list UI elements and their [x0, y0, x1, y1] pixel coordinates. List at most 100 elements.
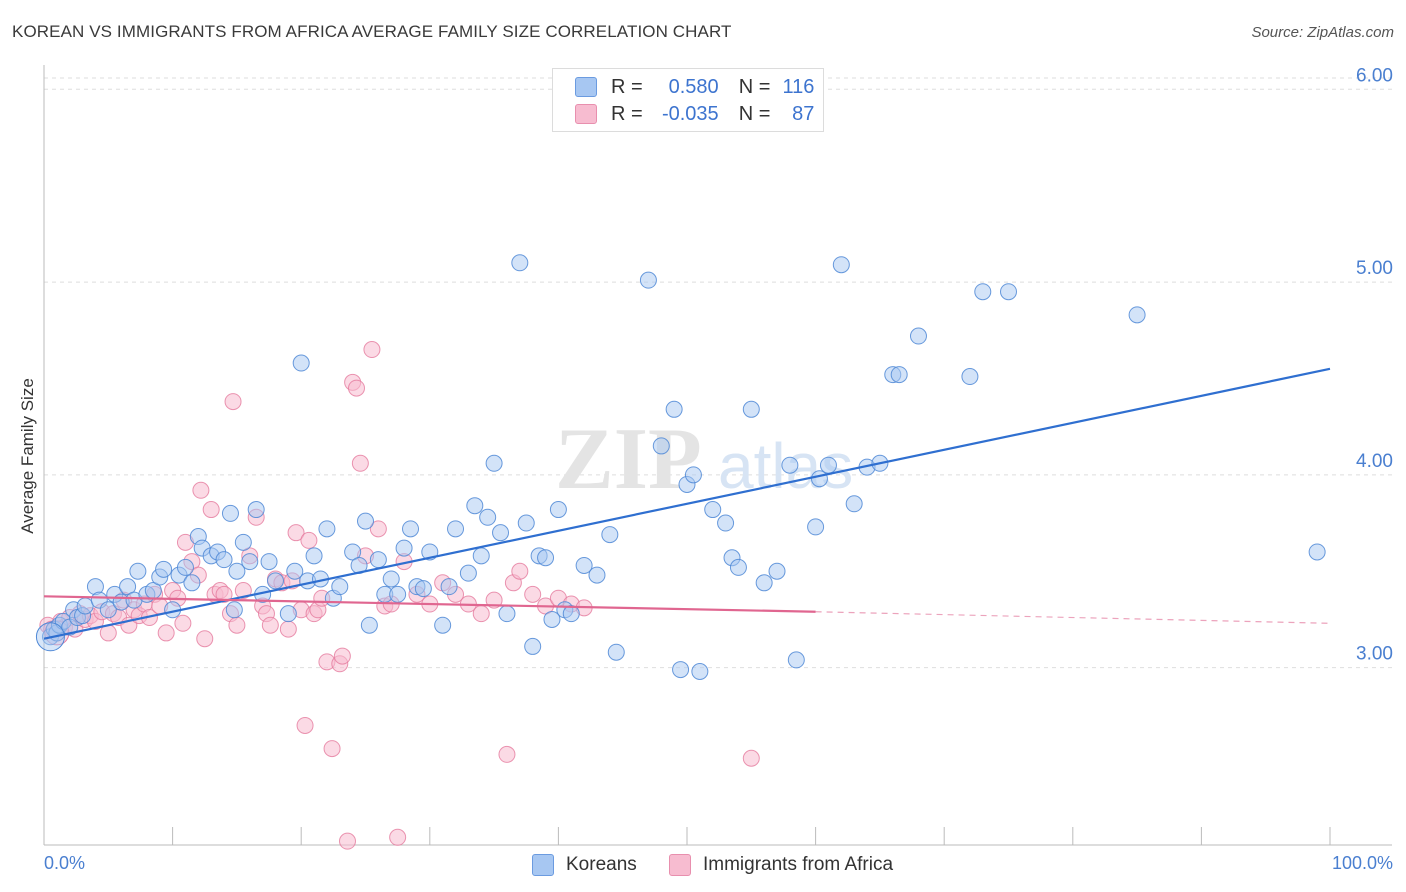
korean-point — [485, 454, 503, 472]
korean-point — [832, 256, 850, 274]
korean-point — [810, 470, 828, 488]
korean-point — [768, 562, 786, 580]
y-tick-label: 5.00 — [1356, 258, 1393, 279]
africa-point — [196, 630, 214, 648]
korean-point — [639, 271, 657, 289]
korean-point — [382, 570, 400, 588]
korean-point — [402, 520, 420, 538]
x-tick-labels: 0.0% 100.0% — [44, 853, 1393, 873]
korean-point — [890, 366, 908, 384]
korean-point — [717, 514, 735, 532]
korean-point — [961, 368, 979, 386]
korean-point — [479, 508, 497, 526]
korean-point — [652, 437, 670, 455]
africa-point — [215, 585, 233, 603]
korean-trend-line — [43, 367, 1331, 640]
legend-n-label: N = — [738, 102, 771, 125]
legend-row-africa: R = -0.035 N = 87 — [575, 101, 814, 127]
legend-swatch-koreans — [575, 77, 597, 97]
africa-point — [202, 501, 220, 519]
africa-trend-line — [43, 595, 816, 613]
korean-point — [266, 572, 284, 590]
watermark-zip: ZIP — [555, 411, 702, 508]
bottom-legend-swatch-africa — [669, 854, 691, 876]
legend-r-value: -0.035 — [661, 102, 719, 125]
korean-point — [176, 558, 194, 576]
korean-point — [672, 661, 690, 679]
korean-point — [517, 514, 535, 532]
korean-point — [331, 578, 349, 596]
y-tick-label: 6.00 — [1356, 65, 1393, 86]
africa-point — [224, 393, 242, 411]
korean-point — [155, 560, 173, 578]
korean-point — [607, 643, 625, 661]
y-axis-title: Average Family Size — [18, 378, 37, 534]
korean-point — [665, 400, 683, 418]
korean-point — [511, 254, 529, 272]
korean-point — [562, 605, 580, 623]
korean-point — [318, 520, 336, 538]
korean-point — [369, 551, 387, 569]
korean-point — [1128, 306, 1146, 324]
korean-point — [575, 556, 593, 574]
korean-point — [787, 651, 805, 669]
korean-point — [492, 524, 510, 542]
axes — [43, 65, 1392, 846]
africa-point — [742, 749, 760, 767]
korean-point — [389, 585, 407, 603]
africa-point — [389, 828, 407, 846]
legend-swatch-africa — [575, 104, 597, 124]
y-tick-label: 3.00 — [1356, 644, 1393, 665]
korean-point — [691, 662, 709, 680]
africa-point — [228, 616, 246, 634]
korean-point — [129, 562, 147, 580]
bottom-legend-label-africa: Immigrants from Africa — [703, 854, 894, 875]
chart-title: KOREAN VS IMMIGRANTS FROM AFRICA AVERAGE… — [12, 22, 732, 41]
korean-point — [909, 327, 927, 345]
korean-point — [729, 558, 747, 576]
africa-point — [174, 614, 192, 632]
korean-point — [76, 597, 94, 615]
korean-point — [1308, 543, 1326, 561]
korean-point — [260, 553, 278, 571]
africa-point — [369, 520, 387, 538]
grid-lines — [44, 77, 1392, 669]
bottom-legend-africa: Immigrants from Africa — [669, 851, 893, 879]
africa-point — [323, 740, 341, 758]
legend-r-label: R = — [611, 75, 643, 98]
korean-point — [221, 504, 239, 522]
korean-point — [807, 518, 825, 536]
africa-point — [363, 341, 381, 359]
korean-point — [845, 495, 863, 513]
korean-point — [704, 501, 722, 519]
x-tick-label: 0.0% — [44, 853, 85, 873]
korean-point — [974, 283, 992, 301]
africa-point — [234, 582, 252, 600]
legend-row-koreans: R = 0.580 N = 116 — [575, 74, 814, 100]
legend-r-label: R = — [611, 102, 643, 125]
korean-point — [755, 574, 773, 592]
korean-point — [781, 456, 799, 474]
korean-point — [601, 526, 619, 544]
korean-point — [524, 637, 542, 655]
korean-point — [414, 580, 432, 598]
africa-point — [279, 620, 297, 638]
korean-point — [357, 512, 374, 530]
korean-point — [447, 520, 465, 538]
africa-point — [157, 624, 175, 642]
korean-point — [183, 574, 201, 592]
korean-point — [819, 456, 837, 474]
africa-trend-extension — [815, 611, 1331, 624]
korean-point — [225, 601, 243, 619]
legend-n-label: N = — [738, 75, 771, 98]
korean-point — [279, 605, 297, 623]
africa-point — [296, 716, 314, 734]
korean-point — [537, 549, 555, 567]
bottom-legend-swatch-koreans — [532, 854, 554, 876]
y-tick-labels: 3.00 4.00 5.00 6.00 — [1356, 65, 1393, 664]
y-tick-label: 4.00 — [1356, 451, 1393, 472]
africa-point — [333, 647, 351, 665]
x-tick-label: 100.0% — [1332, 853, 1393, 873]
korean-point — [247, 501, 265, 519]
